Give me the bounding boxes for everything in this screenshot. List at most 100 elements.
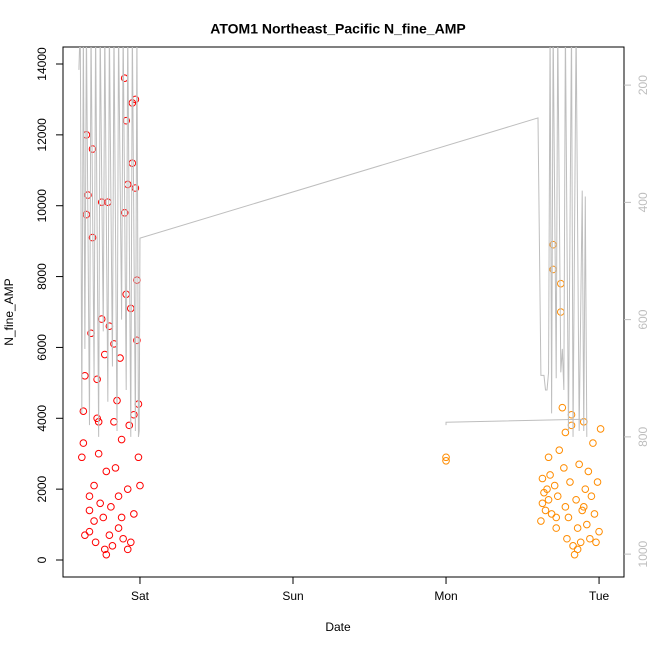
point: [108, 542, 117, 550]
point: [579, 503, 588, 511]
point: [96, 499, 104, 508]
point: [107, 503, 115, 511]
point: [85, 506, 94, 515]
point: [564, 513, 573, 522]
point: [543, 485, 551, 493]
point: [552, 513, 561, 522]
point: [123, 485, 132, 493]
point: [581, 485, 590, 493]
point: [578, 506, 587, 515]
point: [537, 517, 545, 525]
point: [134, 453, 143, 462]
plot-box: [62, 46, 625, 578]
point: [123, 545, 132, 554]
point: [79, 439, 88, 447]
point: [442, 453, 450, 462]
point: [125, 421, 134, 430]
point: [100, 545, 109, 554]
y-tick-label: 10000: [35, 189, 49, 223]
point: [102, 550, 111, 559]
point: [111, 464, 120, 472]
y2-tick-label: 400: [636, 192, 650, 212]
y-tick-label: 12000: [35, 118, 49, 152]
point: [592, 538, 600, 547]
point: [552, 524, 561, 532]
point: [117, 435, 126, 444]
point: [575, 460, 583, 469]
point: [558, 403, 567, 412]
y2-tick-label: 1000: [636, 540, 650, 567]
point: [102, 467, 111, 476]
point: [90, 481, 98, 490]
line: [78, 47, 588, 437]
point: [561, 428, 570, 437]
point: [563, 534, 571, 543]
point: [538, 474, 547, 483]
point: [555, 446, 564, 454]
point: [136, 481, 144, 490]
x-tick-label: Sun: [282, 589, 303, 603]
point: [538, 499, 547, 508]
y-axis-label: N_fine_AMP: [2, 278, 16, 345]
point: [576, 538, 585, 547]
point: [561, 503, 570, 511]
point: [94, 449, 103, 458]
point: [546, 471, 554, 479]
point: [541, 506, 550, 515]
point: [85, 492, 94, 501]
point: [93, 375, 101, 384]
point: [114, 524, 123, 532]
point: [114, 492, 123, 501]
point: [586, 534, 594, 543]
point: [91, 538, 100, 547]
x-tick-label: Tue: [589, 589, 610, 603]
point: [79, 407, 88, 415]
point: [573, 524, 582, 532]
point: [550, 481, 559, 490]
point: [119, 534, 127, 543]
point: [133, 336, 141, 345]
plot-area: [78, 47, 605, 559]
y-tick-label: 0: [35, 556, 49, 563]
point: [593, 478, 602, 486]
x-axis-label: Date: [325, 620, 351, 634]
point: [126, 538, 135, 547]
point: [573, 545, 582, 554]
point: [97, 315, 106, 323]
point: [587, 492, 596, 501]
point: [117, 513, 126, 522]
point: [572, 495, 580, 504]
x-tick-label: Mon: [434, 589, 457, 603]
point: [583, 520, 591, 529]
chart-title: ATOM1 Northeast_Pacific N_fine_AMP: [210, 21, 465, 37]
point: [90, 517, 98, 525]
point: [596, 425, 605, 433]
point: [442, 456, 450, 465]
x-tick-label: Sat: [131, 589, 150, 603]
y-tick-label: 2000: [35, 475, 49, 502]
point: [130, 510, 138, 518]
y-tick-label: 14000: [35, 47, 49, 81]
point: [589, 439, 597, 447]
point: [595, 527, 603, 536]
point: [590, 510, 599, 518]
point: [82, 210, 91, 219]
point: [584, 467, 593, 476]
point: [81, 531, 89, 539]
y2-tick-label: 200: [636, 75, 650, 95]
y2-tick-label: 600: [636, 309, 650, 329]
point: [105, 531, 114, 539]
y-tick-label: 8000: [35, 263, 49, 290]
point: [99, 513, 108, 522]
point: [560, 464, 568, 472]
point: [93, 414, 101, 423]
point: [78, 453, 86, 462]
y-tick-label: 6000: [35, 334, 49, 361]
y2-tick-label: 800: [636, 427, 650, 447]
point: [544, 453, 553, 462]
point: [566, 478, 574, 486]
point: [553, 492, 562, 501]
y-tick-label: 4000: [35, 405, 49, 432]
